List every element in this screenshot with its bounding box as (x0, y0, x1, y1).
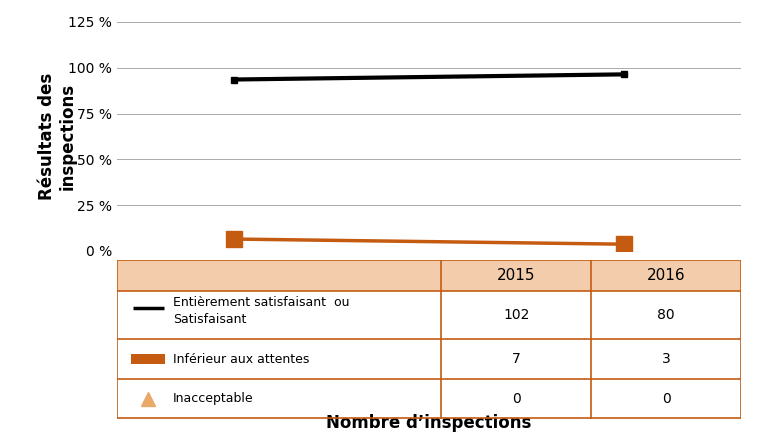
Text: 0: 0 (512, 392, 521, 406)
Text: 102: 102 (503, 308, 530, 322)
Text: 7: 7 (512, 352, 521, 366)
Text: 3: 3 (661, 352, 671, 366)
FancyBboxPatch shape (117, 379, 441, 418)
Text: Inacceptable: Inacceptable (173, 392, 254, 405)
FancyBboxPatch shape (117, 291, 441, 339)
FancyBboxPatch shape (591, 260, 741, 291)
FancyBboxPatch shape (441, 339, 591, 379)
Text: Nombre d’inspections: Nombre d’inspections (326, 414, 532, 432)
FancyBboxPatch shape (441, 379, 591, 418)
FancyBboxPatch shape (117, 260, 441, 291)
FancyBboxPatch shape (131, 354, 165, 364)
FancyBboxPatch shape (117, 339, 441, 379)
FancyBboxPatch shape (441, 260, 591, 291)
FancyBboxPatch shape (591, 291, 741, 339)
FancyBboxPatch shape (591, 379, 741, 418)
FancyBboxPatch shape (591, 339, 741, 379)
Text: 2015: 2015 (497, 268, 536, 283)
Text: Inférieur aux attentes: Inférieur aux attentes (173, 352, 310, 366)
Y-axis label: Résultats des
inspections: Résultats des inspections (37, 73, 76, 200)
Text: 80: 80 (658, 308, 675, 322)
Text: Entièrement satisfaisant  ou
Satisfaisant: Entièrement satisfaisant ou Satisfaisant (173, 296, 349, 326)
FancyBboxPatch shape (441, 291, 591, 339)
Text: 0: 0 (661, 392, 671, 406)
Text: 2016: 2016 (647, 268, 686, 283)
